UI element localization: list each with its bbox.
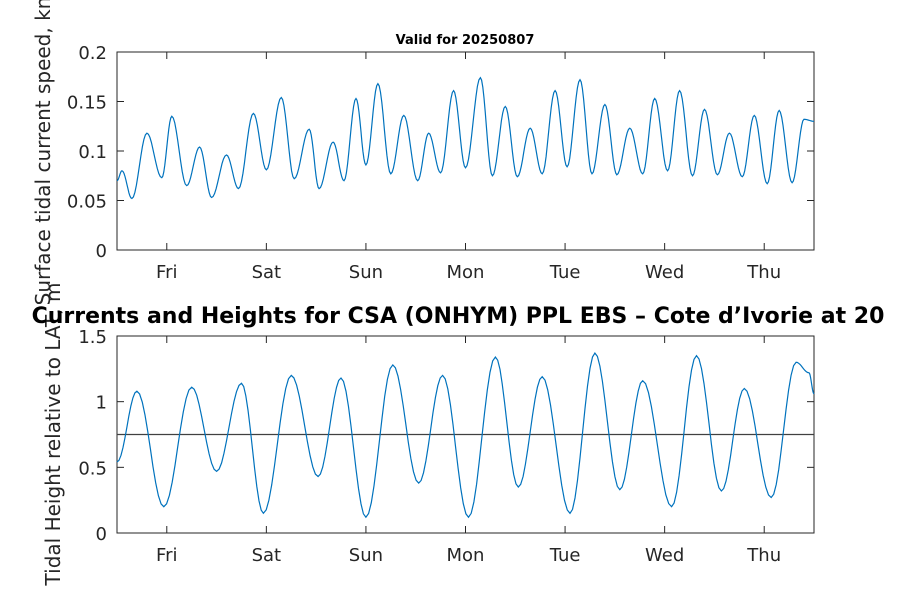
current-speed-xtick-label: Fri xyxy=(156,262,177,283)
current-speed-xtick-label: Sat xyxy=(252,262,282,283)
current-speed-ylabel: Surface tidal current speed, kn xyxy=(31,0,55,305)
figure-main-title: Currents and Heights for CSA (ONHYM) PPL… xyxy=(32,304,885,329)
current-speed-ytick-label: 0.1 xyxy=(78,142,107,163)
current-speed-xtick-label: Sun xyxy=(349,262,383,283)
current-speed-title: Valid for 20250807 xyxy=(396,33,535,48)
current-speed-plot-area xyxy=(116,51,815,251)
tidal-height-y-tick-labels: 0 0.5 1 1.5 xyxy=(78,327,107,545)
current-speed-x-tick-labels: Fri Sat Sun Mon Tue Wed Thu xyxy=(156,262,781,283)
tidal-height-xtick-label: Thu xyxy=(746,545,781,566)
tidal-height-ytick-label: 1 xyxy=(96,393,107,414)
current-speed-ytick-label: 0.05 xyxy=(67,192,107,213)
current-speed-y-tick-labels: 0 0.05 0.1 0.15 0.2 xyxy=(67,43,107,262)
current-speed-xtick-label: Mon xyxy=(447,262,485,283)
current-speed-ytick-label: 0.15 xyxy=(67,93,107,114)
current-speed-axes: 0 0.05 0.1 0.15 0.2 Fri Sat Sun Mon Tue Wed Thu Va… xyxy=(67,33,815,283)
tidal-height-xtick-label: Wed xyxy=(645,545,684,566)
tidal-height-xtick-label: Tue xyxy=(549,545,581,566)
current-speed-xtick-label: Wed xyxy=(645,262,684,283)
current-speed-xtick-label: Tue xyxy=(549,262,581,283)
tidal-height-xtick-label: Sat xyxy=(252,545,282,566)
tidal-height-ticks xyxy=(117,335,814,534)
tidal-height-x-tick-labels: Fri Sat Sun Mon Tue Wed Thu xyxy=(156,545,781,566)
tidal-height-xtick-label: Mon xyxy=(447,545,485,566)
tidal-height-xtick-label: Sun xyxy=(349,545,383,566)
tidal-height-ytick-label: 0 xyxy=(96,524,107,545)
tidal-height-ylabel: Tidal Height relative to LAT, m xyxy=(41,283,65,587)
current-speed-ticks xyxy=(117,51,814,251)
tidal-height-ytick-label: 1.5 xyxy=(78,327,107,348)
current-speed-series-line xyxy=(116,76,814,200)
current-speed-ytick-label: 0 xyxy=(96,241,107,262)
tidal-height-series-line xyxy=(116,352,815,519)
tidal-height-ytick-label: 0.5 xyxy=(78,458,107,479)
tidal-height-xtick-label: Fri xyxy=(156,545,177,566)
current-speed-xtick-label: Thu xyxy=(746,262,781,283)
tidal-height-axes: 0 0.5 1 1.5 Fri Sat Sun Mon Tue Wed Thu xyxy=(78,327,815,566)
current-speed-ytick-label: 0.2 xyxy=(78,43,107,64)
